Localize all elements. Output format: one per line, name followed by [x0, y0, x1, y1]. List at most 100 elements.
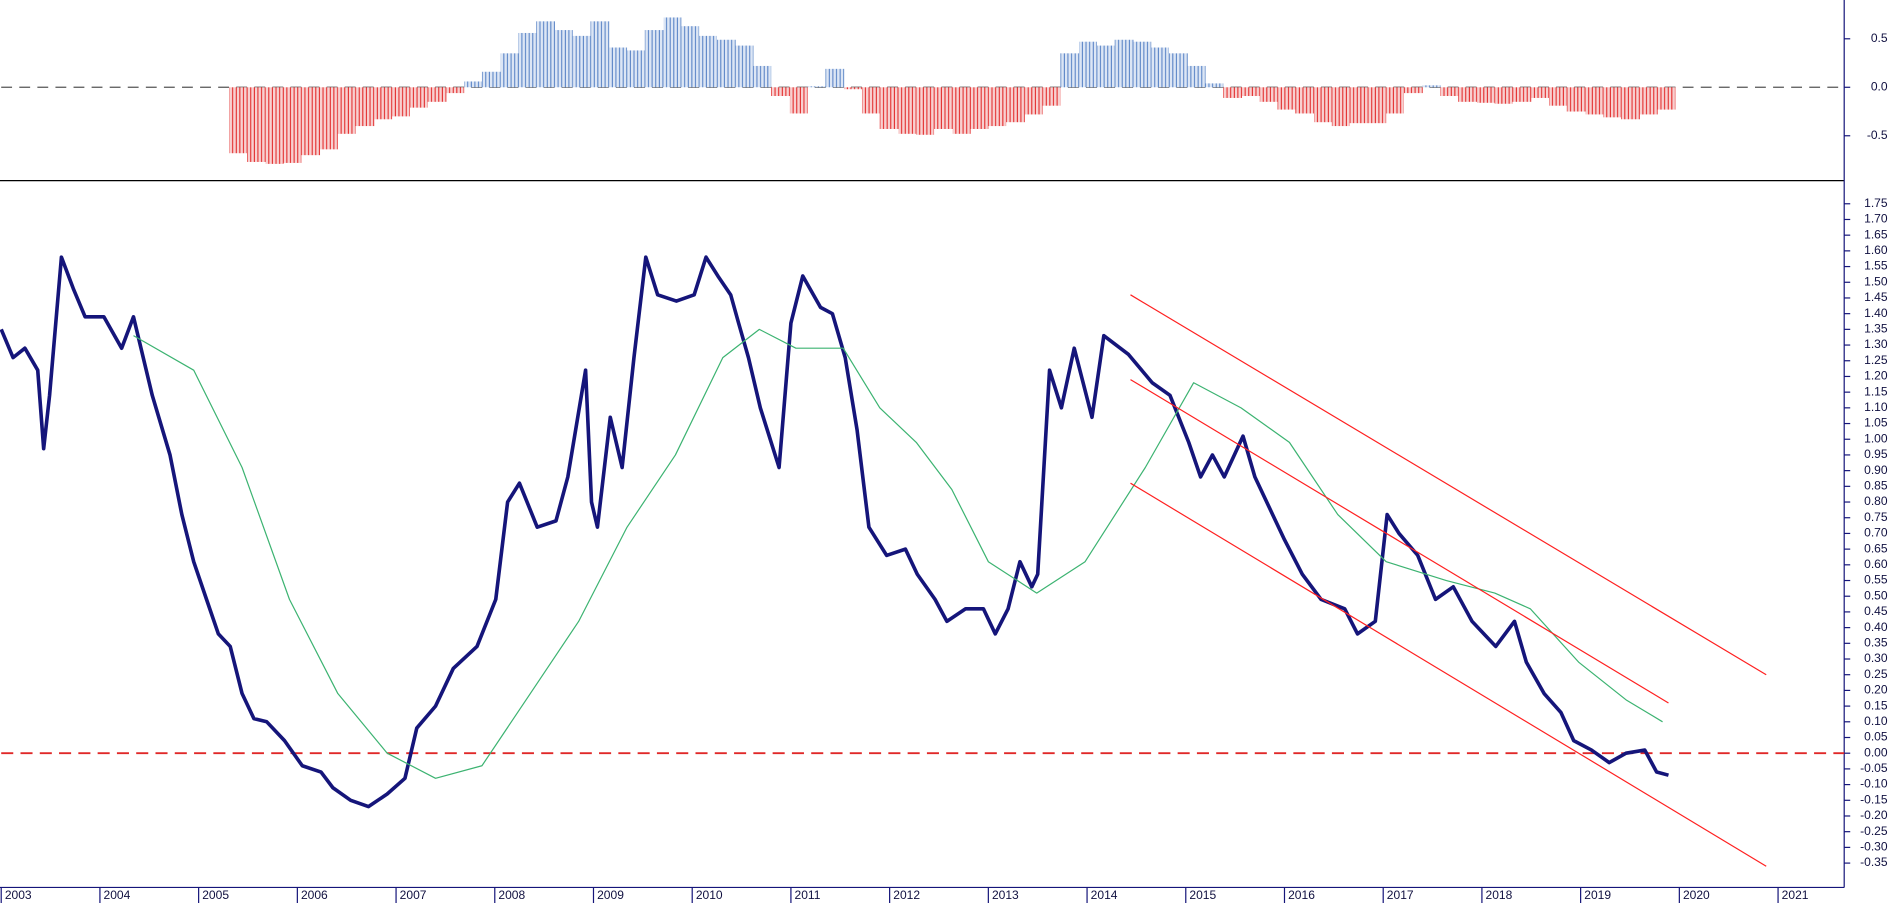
y-tick-label: 1.20 [1864, 369, 1888, 383]
histogram-bar [464, 81, 482, 88]
price-line [0, 255, 1669, 809]
y-tick-label: -0.10 [1860, 777, 1888, 791]
histogram-bar [409, 87, 428, 108]
x-tick-label: 2015 [1189, 888, 1216, 902]
histogram-bar [1277, 87, 1296, 110]
histogram-bar [265, 87, 284, 164]
y-tick-label: 0.75 [1864, 510, 1888, 524]
channel-line [1130, 379, 1669, 704]
histogram-bar [374, 87, 393, 120]
x-tick-label: 2021 [1782, 888, 1809, 902]
y-tick-label: 0.0 [1871, 79, 1888, 93]
histogram-bar [1096, 45, 1115, 88]
histogram-bar [1476, 87, 1495, 103]
x-tick-label: 2016 [1288, 888, 1315, 902]
y-tick-label: 0.55 [1864, 573, 1888, 587]
y-tick-label: 0.65 [1864, 541, 1888, 555]
histogram-bar [735, 45, 754, 88]
y-tick-label: 0.50 [1864, 588, 1888, 602]
histogram-bar [789, 87, 808, 114]
histogram-bar [1205, 83, 1224, 88]
y-tick-label: 0.00 [1864, 745, 1888, 759]
histogram-bar [283, 87, 302, 163]
y-tick-label: -0.30 [1860, 840, 1888, 854]
histogram-bar [500, 53, 519, 88]
channel-line [1130, 482, 1767, 867]
histogram-bar [572, 35, 591, 88]
histogram-bar [1331, 87, 1350, 127]
histogram-bar [1458, 87, 1477, 102]
histogram-bar [1223, 87, 1243, 98]
histogram-bar [518, 32, 537, 88]
y-tick-label: 1.35 [1864, 322, 1888, 336]
histogram-bar [988, 87, 1007, 127]
histogram-bar [1006, 87, 1025, 123]
histogram-bar [1531, 87, 1550, 98]
x-tick-label: 2011 [795, 888, 821, 902]
histogram-bar [1422, 85, 1441, 88]
x-tick-label: 2010 [696, 888, 723, 902]
histogram-bar [771, 87, 790, 97]
y-tick-label: 1.75 [1864, 196, 1888, 210]
histogram-bar [1494, 87, 1513, 104]
histogram-bar [844, 87, 862, 90]
y-tick-label: -0.15 [1860, 792, 1888, 806]
y-tick-label: 1.45 [1864, 290, 1888, 304]
y-tick-label: 1.50 [1864, 274, 1888, 288]
histogram-bar [1151, 47, 1169, 88]
histogram-bar [590, 21, 610, 88]
histogram-bar [699, 35, 717, 88]
histogram-bar [1259, 87, 1278, 102]
y-tick-label: 1.05 [1864, 416, 1888, 430]
histogram-bar [1585, 87, 1604, 115]
histogram-bar [879, 87, 899, 129]
y-tick-label: 0.10 [1864, 714, 1888, 728]
histogram-bar [1657, 87, 1676, 110]
x-tick-label: 2003 [5, 888, 32, 902]
histogram-bar [1114, 39, 1134, 88]
histogram-bar [663, 17, 682, 88]
histogram-bar [952, 87, 971, 134]
moving-average [133, 328, 1663, 779]
y-tick-label: 0.85 [1864, 479, 1888, 493]
histogram-bar [247, 87, 266, 162]
histogram-bar [446, 87, 465, 94]
histogram-bar [1440, 87, 1459, 97]
histogram-bar [1566, 87, 1586, 112]
histogram-bar [1621, 87, 1640, 120]
histogram-bar [337, 87, 356, 134]
y-tick-label: 0.35 [1864, 636, 1888, 650]
y-tick-label: 1.25 [1864, 353, 1888, 367]
histogram-bar [392, 87, 410, 117]
histogram-bar [644, 30, 664, 88]
histogram-bar [554, 30, 573, 88]
y-tick-label: 0.05 [1864, 730, 1888, 744]
histogram-bar [807, 86, 826, 88]
histogram-bar [1549, 87, 1567, 106]
channel-line [1130, 294, 1767, 676]
histogram-bar [320, 87, 338, 150]
histogram-bar [716, 39, 736, 88]
histogram-bar [1603, 87, 1622, 118]
y-tick-label: 0.80 [1864, 494, 1888, 508]
histogram-bar [753, 65, 772, 88]
y-tick-label: -0.35 [1860, 855, 1888, 869]
histogram-bar [1349, 87, 1369, 124]
y-tick-label: 0.30 [1864, 651, 1888, 665]
histogram-bar [1639, 87, 1658, 115]
histogram-bar [536, 21, 555, 88]
y-tick-label: 0.60 [1864, 557, 1888, 571]
y-tick-label: 0.40 [1864, 620, 1888, 634]
x-tick-label: 2014 [1091, 888, 1118, 902]
histogram-bar [627, 50, 645, 88]
y-tick-label: 1.10 [1864, 400, 1888, 414]
y-tick-label: 0.15 [1864, 698, 1888, 712]
y-tick-label: 0.90 [1864, 463, 1888, 477]
histogram-bar [1295, 87, 1315, 114]
x-tick-label: 2018 [1486, 888, 1513, 902]
histogram-bar [1386, 87, 1404, 114]
y-tick-label: -0.5 [1867, 128, 1888, 142]
y-tick-label: 0.45 [1864, 604, 1888, 618]
